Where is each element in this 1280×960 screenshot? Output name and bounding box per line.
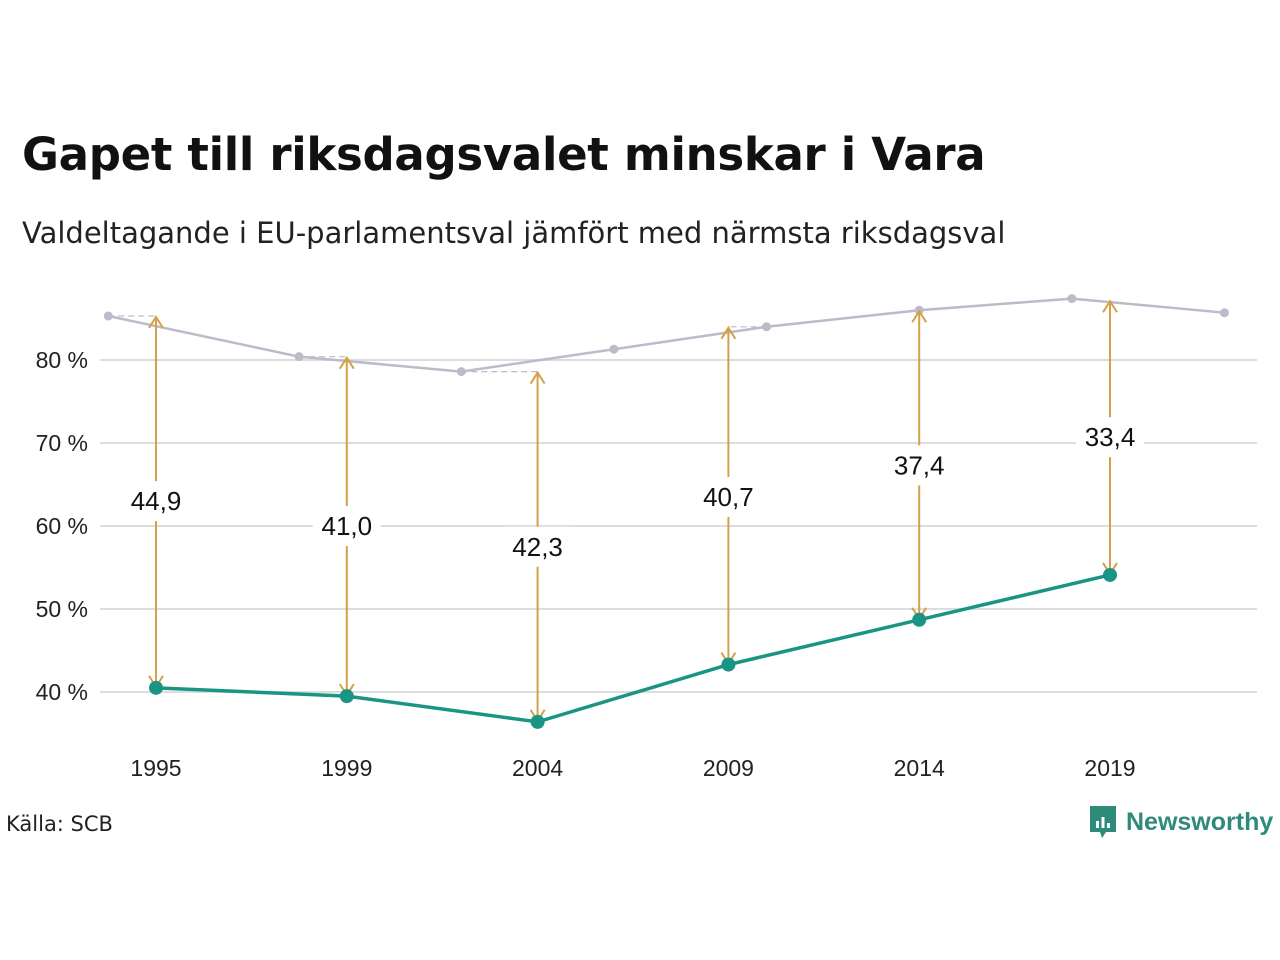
riksdag-point xyxy=(294,352,304,362)
x-tick-label: 2019 xyxy=(1084,755,1135,781)
eu-point xyxy=(339,689,354,704)
gap-label: 44,9 xyxy=(131,486,182,516)
gap-label-bg xyxy=(694,476,763,517)
eu-series xyxy=(149,567,1117,729)
gap-label-bg xyxy=(312,506,381,546)
riksdag-point xyxy=(103,311,113,321)
gap-label-bg xyxy=(1076,417,1144,458)
chart-title: Gapet till riksdagsvalet minskar i Vara xyxy=(22,128,986,181)
eu-line xyxy=(155,573,1111,724)
eu-point xyxy=(912,612,927,627)
riksdag-point xyxy=(1219,308,1229,318)
gap-arrows xyxy=(148,299,1118,723)
riksdag-line xyxy=(108,297,1225,373)
y-axis: 40 % 50 % 60 % 70 % 80 % xyxy=(36,347,88,705)
y-tick-label: 50 % xyxy=(36,596,88,622)
y-tick-label: 60 % xyxy=(36,513,88,539)
x-tick-label: 1995 xyxy=(130,755,181,781)
gap-arrow-head-up xyxy=(911,309,928,323)
gap-label-bg xyxy=(885,445,954,486)
gap-arrow-head-up xyxy=(529,370,546,385)
newsworthy-logo-icon xyxy=(1090,806,1116,838)
x-tick-label: 1999 xyxy=(321,755,372,781)
gap-label-bg xyxy=(122,481,190,522)
gap-arrow-head-up xyxy=(338,355,355,370)
x-axis: 1995 1999 2004 2009 2014 2019 xyxy=(130,755,1135,781)
riksdag-point xyxy=(456,367,466,377)
gap-label: 42,3 xyxy=(512,532,563,562)
gap-label: 41,0 xyxy=(321,511,372,541)
newsworthy-logo[interactable]: Newsworthy xyxy=(1088,804,1273,840)
source-note: Källa: SCB xyxy=(6,812,113,836)
eu-point xyxy=(721,657,736,672)
riksdag-point xyxy=(1067,294,1077,304)
brand-name: Newsworthy xyxy=(1126,807,1274,836)
chart-subtitle: Valdeltagande i EU-parlamentsval jämfört… xyxy=(22,216,1006,250)
gap-arrow-head-up xyxy=(1102,299,1118,313)
eu-point xyxy=(530,714,545,729)
eu-point xyxy=(149,680,163,695)
x-tick-label: 2014 xyxy=(894,755,945,781)
gap-label: 40,7 xyxy=(703,482,754,512)
eu-point xyxy=(1103,567,1117,582)
y-tick-label: 80 % xyxy=(36,347,88,373)
grid-lines xyxy=(100,359,1257,693)
riksdag-series xyxy=(103,294,1229,377)
gap-label: 37,4 xyxy=(894,450,945,480)
gap-label-bg xyxy=(503,526,572,567)
x-tick-label: 2009 xyxy=(703,755,754,781)
y-tick-label: 40 % xyxy=(36,679,88,705)
y-tick-label: 70 % xyxy=(36,430,88,456)
gap-labels: 44,9 41,0 42,3 40,7 37,4 33,4 xyxy=(122,417,1144,567)
riksdag-point xyxy=(609,344,619,354)
gap-label: 33,4 xyxy=(1085,422,1136,452)
gap-arrow-head-up xyxy=(720,325,737,340)
gap-arrow-head-up xyxy=(148,315,164,329)
riksdag-point xyxy=(762,322,772,332)
reference-dashes xyxy=(108,315,767,373)
x-tick-label: 2004 xyxy=(512,755,563,781)
